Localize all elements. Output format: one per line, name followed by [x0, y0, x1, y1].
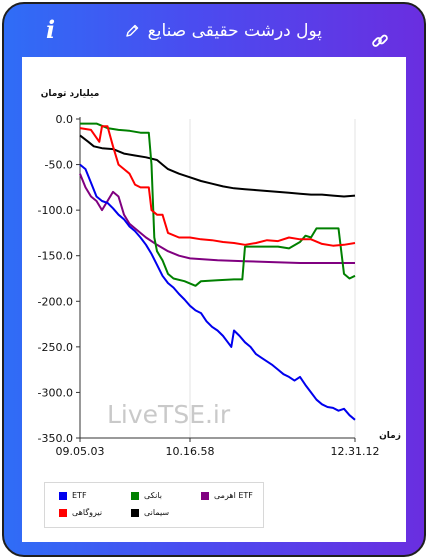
legend-item-etf-leveraged: اهرمی ETF — [201, 491, 253, 501]
x-axis-title: زمان — [379, 431, 401, 441]
legend-item-niroogahi: نیروگاهی — [59, 508, 102, 518]
legend-item-simani: سیمانی — [131, 508, 169, 518]
pencil-icon[interactable] — [124, 23, 140, 39]
series-line-etf — [79, 163, 356, 421]
chart-svg: LiveTSE.ir 0.0 -50.0 -100.0 -150.0 -200.0 -25… — [38, 89, 401, 458]
x-tick-label: 12.31.12 — [331, 445, 380, 458]
link-icon[interactable] — [371, 32, 389, 50]
y-tick-label: -350.0 — [38, 432, 73, 445]
legend-swatch — [59, 492, 67, 500]
legend-swatch — [131, 492, 139, 500]
y-tick-label: -150.0 — [38, 250, 73, 263]
series-line-niroogahi — [79, 125, 356, 247]
series-line-simani — [79, 134, 356, 198]
series-line-banki — [80, 122, 356, 287]
legend-label: ETF — [72, 491, 87, 500]
title-group: پول درشت حقیقی صنایع — [122, 20, 322, 42]
info-icon[interactable]: i — [46, 15, 56, 44]
y-tick-label: -300.0 — [38, 386, 73, 399]
series-line-etf-leveraged — [79, 173, 355, 264]
page-title: پول درشت حقیقی صنایع — [147, 21, 322, 41]
y-tick-label: -50.0 — [45, 159, 73, 172]
legend-swatch — [59, 509, 67, 517]
legend-label: سیمانی — [144, 508, 170, 517]
legend-item-banki: بانکی — [131, 491, 162, 501]
legend-swatch — [201, 492, 209, 500]
legend-label: بانکی — [144, 491, 162, 500]
x-tick-label: 09.05.03 — [56, 445, 105, 458]
header: i پول درشت حقیقی صنایع — [4, 4, 424, 56]
x-tick-label: 10.16.58 — [166, 445, 215, 458]
y-axis-title: میلیارد تومان — [41, 89, 100, 99]
y-tick-label: -200.0 — [38, 295, 73, 308]
legend: ETF بانکی اهرمی ETF نیروگاهی سیمانی — [44, 482, 264, 528]
watermark: LiveTSE.ir — [107, 400, 231, 429]
y-tick-label: 0.0 — [56, 113, 74, 126]
legend-label: اهرمی ETF — [214, 491, 253, 500]
y-tick-label: -250.0 — [38, 341, 73, 354]
legend-item-etf: ETF — [59, 491, 87, 501]
chart-panel: LiveTSE.ir 0.0 -50.0 -100.0 -150.0 -200.0 -25… — [22, 57, 406, 542]
legend-label: نیروگاهی — [72, 508, 103, 517]
legend-swatch — [131, 509, 139, 517]
y-tick-label: -100.0 — [38, 204, 73, 217]
